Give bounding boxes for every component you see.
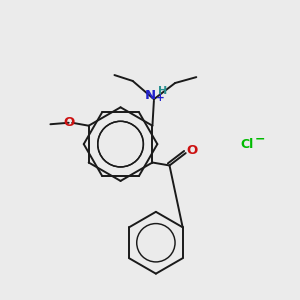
Text: Cl: Cl bbox=[241, 138, 254, 151]
Text: −: − bbox=[255, 132, 266, 145]
Text: O: O bbox=[187, 144, 198, 157]
Text: +: + bbox=[156, 93, 165, 103]
Text: N: N bbox=[145, 89, 156, 102]
Text: O: O bbox=[63, 116, 74, 129]
Text: H: H bbox=[158, 86, 167, 96]
